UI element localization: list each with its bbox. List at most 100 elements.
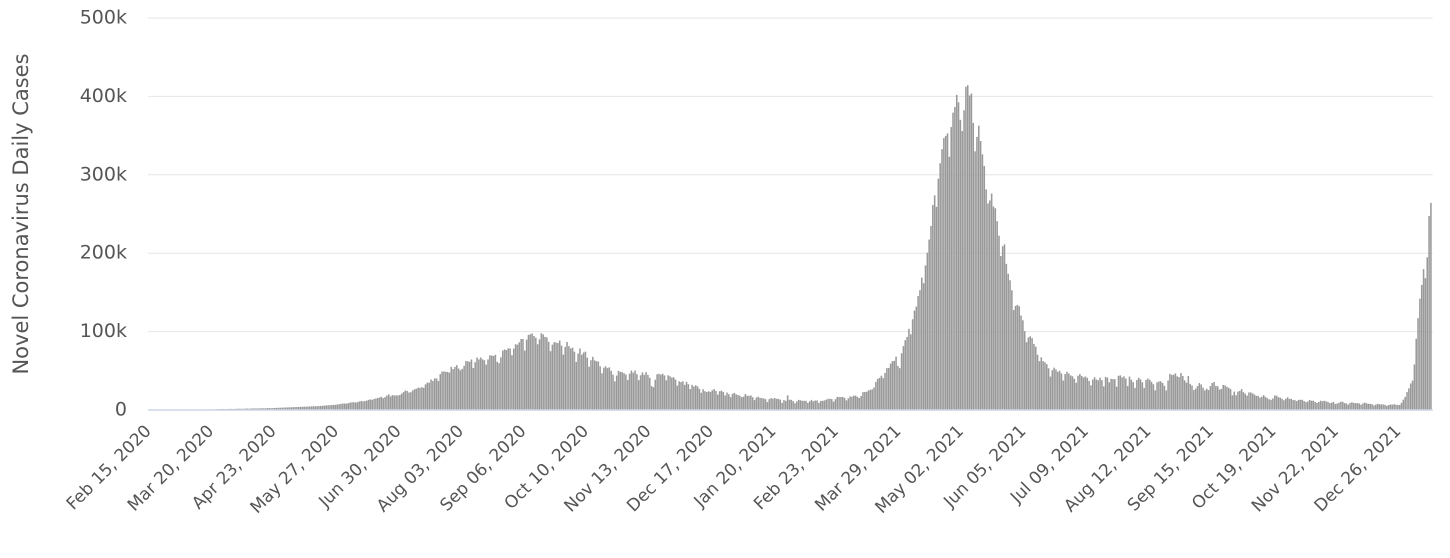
bar xyxy=(856,396,859,410)
bar xyxy=(829,398,831,410)
bar xyxy=(514,344,517,410)
bar xyxy=(1200,384,1202,410)
bar xyxy=(761,398,763,410)
bar xyxy=(364,400,366,410)
bar xyxy=(1174,373,1177,410)
bar xyxy=(869,389,872,410)
bar xyxy=(823,400,826,410)
bar xyxy=(281,407,283,410)
bar xyxy=(976,136,978,410)
bar xyxy=(356,402,359,410)
bar xyxy=(1356,403,1359,410)
bar xyxy=(1334,404,1337,410)
bar xyxy=(1011,290,1013,410)
bar xyxy=(1167,380,1169,410)
bar xyxy=(871,389,873,410)
bar xyxy=(704,391,706,410)
bar xyxy=(1292,399,1294,410)
bar xyxy=(290,407,293,410)
bar xyxy=(768,399,771,410)
bar xyxy=(805,400,807,410)
bar xyxy=(1314,402,1316,410)
bar xyxy=(1295,401,1298,410)
y-axis-title: Novel Coronavirus Daily Cases xyxy=(9,53,33,374)
bar xyxy=(952,112,954,411)
bar xyxy=(1051,370,1054,410)
bar xyxy=(1029,336,1032,410)
bar xyxy=(1178,377,1180,410)
bar xyxy=(1400,402,1403,410)
bar xyxy=(779,399,782,410)
bar xyxy=(739,395,741,410)
bar xyxy=(1404,396,1406,410)
bar xyxy=(524,350,526,410)
bar xyxy=(327,405,329,410)
bar xyxy=(365,400,368,410)
bar xyxy=(689,389,691,410)
bar xyxy=(1257,395,1259,410)
bar xyxy=(698,388,701,410)
bar xyxy=(720,390,723,410)
bar xyxy=(378,397,381,410)
bar xyxy=(334,404,337,410)
bar xyxy=(1286,397,1289,410)
bar xyxy=(417,387,419,410)
bar xyxy=(906,336,908,410)
bar xyxy=(1121,377,1123,410)
bar xyxy=(1362,403,1364,410)
bar xyxy=(808,401,811,410)
bar xyxy=(397,395,399,410)
bar xyxy=(617,370,620,410)
bar xyxy=(1229,389,1232,410)
bar xyxy=(472,367,475,410)
bar xyxy=(432,380,434,410)
bar xyxy=(998,235,1000,410)
bar xyxy=(959,119,962,410)
bar xyxy=(983,166,986,410)
bar xyxy=(505,350,508,410)
bar xyxy=(283,407,285,410)
bar xyxy=(376,397,379,410)
bar xyxy=(928,239,930,410)
bar xyxy=(435,378,438,410)
bar xyxy=(694,385,697,410)
bar xyxy=(649,377,651,410)
bar xyxy=(391,395,394,410)
bar xyxy=(792,401,794,410)
bar xyxy=(584,351,587,410)
bar xyxy=(836,396,839,410)
bar xyxy=(296,407,298,410)
bar xyxy=(485,364,487,410)
bar xyxy=(1205,388,1208,410)
bar xyxy=(437,380,440,410)
bar xyxy=(1235,395,1237,410)
bar xyxy=(424,384,427,410)
bar xyxy=(1268,399,1270,410)
bar xyxy=(1283,400,1285,410)
bar xyxy=(729,397,732,410)
bar xyxy=(566,341,568,410)
bar xyxy=(342,403,344,410)
bar xyxy=(606,368,609,410)
bar xyxy=(1191,385,1193,410)
bar xyxy=(595,361,598,410)
bar xyxy=(1022,320,1024,410)
bar xyxy=(895,356,897,410)
bar xyxy=(1351,402,1353,410)
bar xyxy=(531,333,533,410)
bar xyxy=(1046,364,1048,410)
bar xyxy=(533,335,535,410)
bar xyxy=(1226,386,1228,410)
bar xyxy=(669,376,671,410)
bar xyxy=(1204,390,1206,410)
bar xyxy=(746,395,748,410)
bar xyxy=(489,355,491,410)
bar xyxy=(1073,378,1076,410)
bar xyxy=(1250,392,1252,410)
bar xyxy=(922,283,925,410)
bar xyxy=(1068,373,1070,410)
bar xyxy=(579,348,581,410)
bar xyxy=(1273,395,1276,410)
bar xyxy=(1281,398,1283,410)
bar xyxy=(979,141,982,411)
